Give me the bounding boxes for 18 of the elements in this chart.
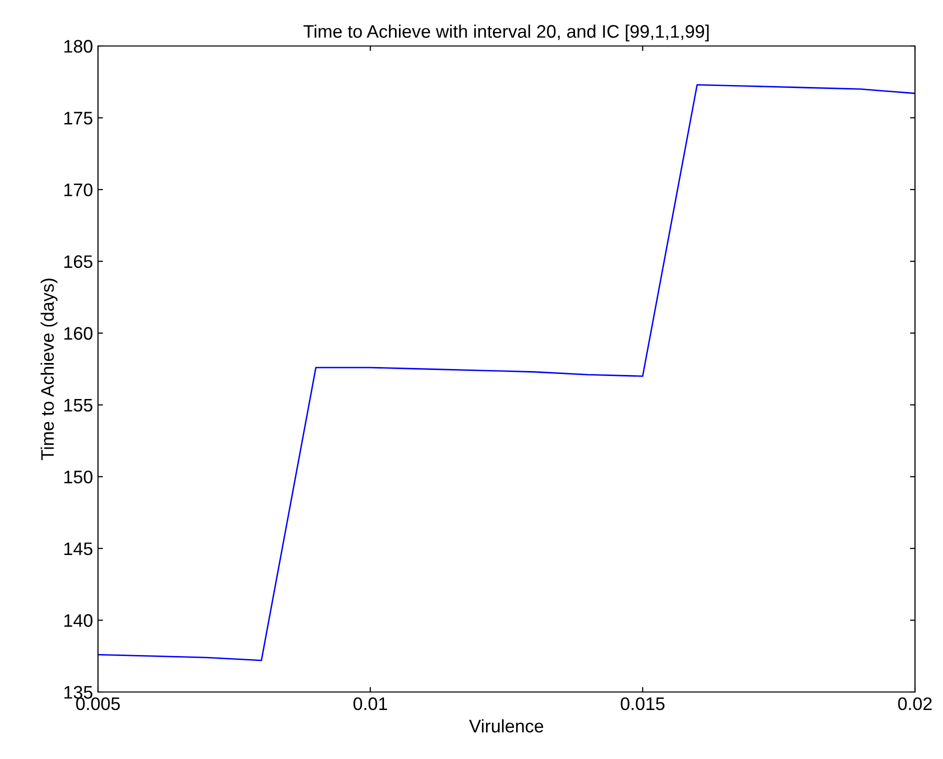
y-tick-label: 165 (64, 255, 92, 268)
y-tick-label: 170 (64, 183, 92, 196)
y-tick-label: 140 (64, 614, 92, 627)
y-tick-label: 160 (64, 327, 92, 340)
y-tick-label: 175 (64, 112, 92, 124)
chart-title: Time to Achieve with interval 20, and IC [99,1,1,99] (304, 24, 709, 42)
y-tick-label: 135 (64, 686, 92, 699)
y-tick-label: 155 (64, 399, 92, 412)
y-tick-label: 150 (64, 470, 92, 484)
x-tick-label: 0.01 (353, 697, 388, 710)
y-tick-label: 145 (64, 542, 92, 556)
x-tick-label: 0.015 (620, 697, 665, 710)
y-axis-title: Time to Achieve (days) (40, 278, 58, 460)
y-tick-label: 180 (64, 40, 92, 53)
x-tick-label: 0.005 (76, 697, 120, 710)
x-tick-label: 0.02 (898, 697, 932, 710)
x-axis-title: Virulence (469, 719, 544, 733)
line-series (98, 84, 915, 662)
